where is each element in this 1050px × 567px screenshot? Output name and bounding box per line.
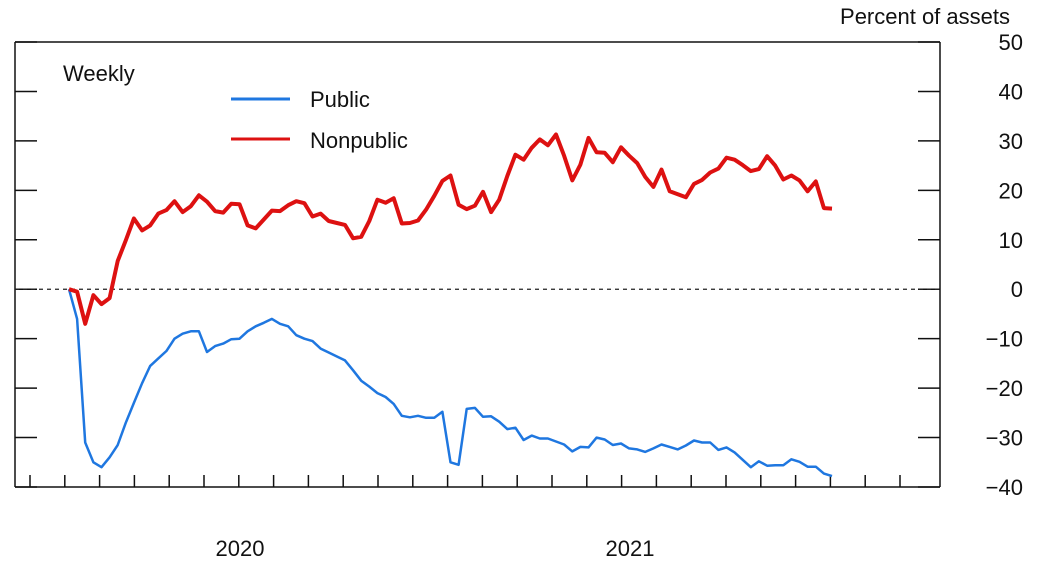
y-tick-label: 50: [999, 30, 1023, 55]
y-axis-unit-label: Percent of assets: [840, 4, 1010, 29]
y-tick-label: 10: [999, 228, 1023, 253]
y-tick-label: −20: [986, 376, 1023, 401]
legend-label-nonpublic: Nonpublic: [310, 128, 408, 153]
y-tick-label: 0: [1011, 277, 1023, 302]
year-label-2021: 2021: [606, 536, 655, 561]
legend-label-public: Public: [310, 87, 370, 112]
y-tick-label: 30: [999, 129, 1023, 154]
y-tick-label: −30: [986, 426, 1023, 451]
series-line-public: [67, 288, 833, 478]
series-lines: [67, 132, 833, 478]
y-axis-ticks: 50 40 30 20 10 0 −10 −20 −30 −40: [15, 30, 1023, 500]
y-tick-label: −40: [986, 475, 1023, 500]
x-axis-month-ticks: [29, 475, 901, 487]
y-tick-label: 40: [999, 79, 1023, 104]
y-tick-label: 20: [999, 178, 1023, 203]
legend: Public Nonpublic: [231, 87, 408, 153]
y-tick-label: −10: [986, 327, 1023, 352]
series-line-nonpublic: [68, 132, 833, 326]
year-label-2020: 2020: [216, 536, 265, 561]
plot-frame: [14, 41, 941, 488]
frequency-label: Weekly: [63, 61, 135, 86]
